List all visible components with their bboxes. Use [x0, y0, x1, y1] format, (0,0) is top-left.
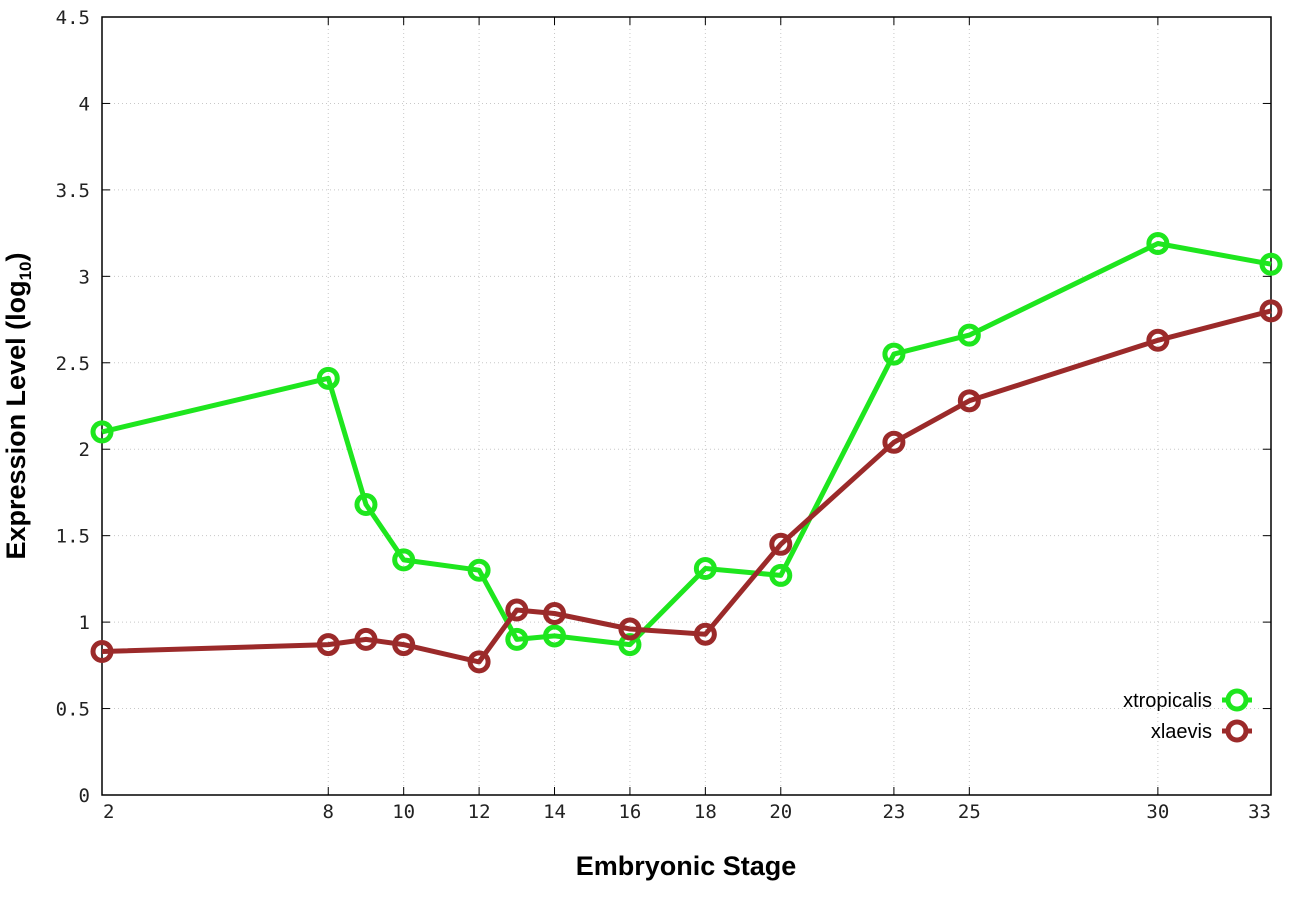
- data-point-xlaevis: [543, 601, 567, 625]
- x-tick-label: 25: [958, 801, 981, 823]
- x-tick-label: 23: [882, 801, 905, 823]
- legend-marker-xlaevis: [1225, 719, 1249, 743]
- x-tick-label: 14: [543, 801, 566, 823]
- x-tick-label: 12: [468, 801, 491, 823]
- data-point-xtropicalis: [543, 624, 567, 648]
- x-tick-label: 2: [103, 801, 114, 823]
- legend-label-xtropicalis: xtropicalis: [1123, 690, 1212, 712]
- x-tick-label: 30: [1146, 801, 1169, 823]
- data-point-xlaevis: [467, 650, 491, 674]
- data-point-xlaevis: [618, 617, 642, 641]
- axis-ticks: 0 0.5 1 1.5 2 2.5 3 3.5 4 4.5 2 8 10 12 14 16 18 20 23 25 30…: [56, 7, 1272, 823]
- x-tick-label: 33: [1248, 801, 1271, 823]
- y-tick-label: 1.5: [56, 526, 90, 548]
- plot-frame: [101, 16, 1272, 796]
- data-point-xtropicalis: [1259, 252, 1283, 276]
- data-point-xlaevis: [1146, 328, 1170, 352]
- y-tick-label: 2: [79, 439, 90, 461]
- x-tick-label: 16: [618, 801, 641, 823]
- y-tick-label: 2.5: [56, 353, 90, 375]
- series-xtropicalis: [90, 231, 1283, 657]
- data-point-xlaevis: [957, 389, 981, 413]
- x-tick-label: 20: [769, 801, 792, 823]
- data-point-xtropicalis: [957, 323, 981, 347]
- legend-marker-xtropicalis: [1225, 688, 1249, 712]
- data-point-xlaevis: [1259, 299, 1283, 323]
- data-point-xtropicalis: [693, 557, 717, 581]
- data-point-xtropicalis: [505, 627, 529, 651]
- x-tick-label: 18: [694, 801, 717, 823]
- data-point-xtropicalis: [392, 548, 416, 572]
- data-point-xtropicalis: [90, 420, 114, 444]
- data-point-xlaevis: [693, 622, 717, 646]
- y-axis-title-suffix: ): [1, 252, 31, 261]
- y-tick-label: 3.5: [56, 180, 90, 202]
- data-point-xlaevis: [354, 627, 378, 651]
- series-group: [90, 231, 1283, 674]
- y-tick-label: 4: [79, 93, 90, 115]
- data-point-xtropicalis: [769, 563, 793, 587]
- data-point-xlaevis: [316, 633, 340, 657]
- y-tick-label: 0.5: [56, 699, 90, 721]
- y-tick-label: 3: [79, 266, 90, 288]
- data-point-xtropicalis: [467, 558, 491, 582]
- data-point-xlaevis: [882, 430, 906, 454]
- data-point-xlaevis: [769, 532, 793, 556]
- y-axis-title-subscript: 10: [16, 261, 35, 280]
- data-point-xtropicalis: [1146, 231, 1170, 255]
- x-tick-label: 10: [392, 801, 415, 823]
- legend: xtropicalis xlaevis: [1123, 688, 1252, 743]
- data-point-xtropicalis: [316, 366, 340, 390]
- grid-lines: [102, 17, 1271, 795]
- data-point-xlaevis: [392, 633, 416, 657]
- x-tick-label: 8: [323, 801, 334, 823]
- y-axis-title: Expression Level (log10): [1, 252, 35, 559]
- data-point-xlaevis: [90, 640, 114, 664]
- y-axis-title-main: Expression Level (log: [1, 280, 31, 559]
- data-point-xtropicalis: [882, 342, 906, 366]
- data-point-xlaevis: [505, 598, 529, 622]
- data-point-xtropicalis: [354, 493, 378, 517]
- y-tick-label: 0: [79, 785, 90, 807]
- series-line-xtropicalis: [101, 241, 1272, 648]
- x-axis-title: Embryonic Stage: [576, 851, 797, 881]
- y-tick-label: 1: [79, 612, 90, 634]
- series-xlaevis: [90, 299, 1283, 674]
- series-line-xlaevis: [101, 308, 1272, 665]
- y-tick-label: 4.5: [56, 7, 90, 29]
- legend-label-xlaevis: xlaevis: [1151, 721, 1212, 743]
